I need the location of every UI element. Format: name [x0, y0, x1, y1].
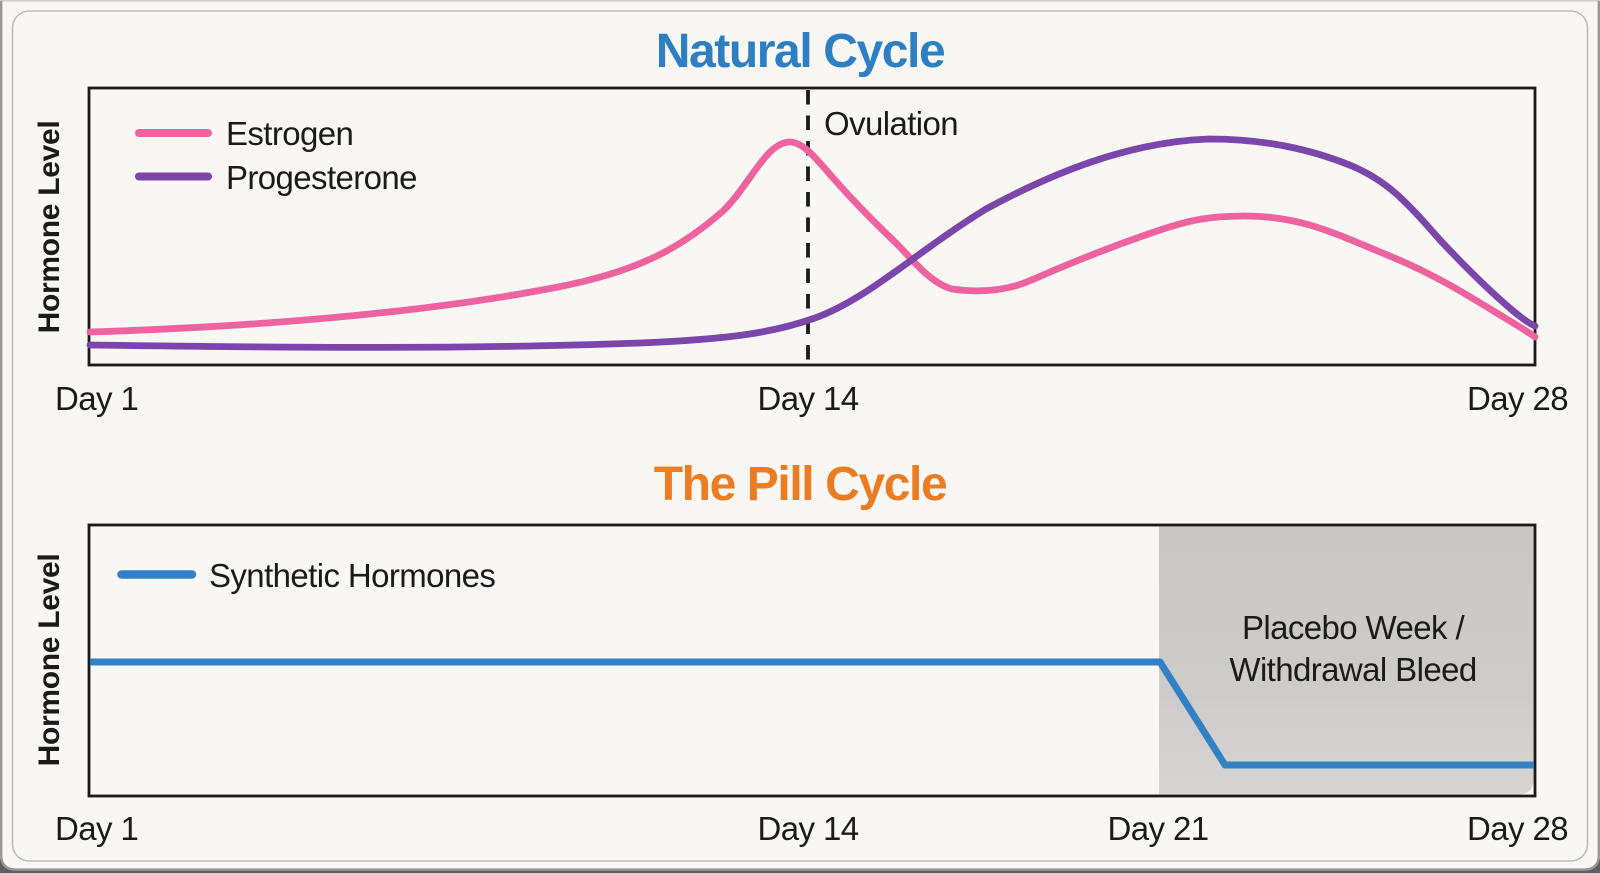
svg-text:Day 14: Day 14 — [758, 810, 859, 847]
svg-text:Hormone Level: Hormone Level — [33, 121, 66, 334]
svg-text:Progesterone: Progesterone — [226, 159, 417, 196]
svg-text:Estrogen: Estrogen — [226, 115, 353, 152]
svg-text:Day 1: Day 1 — [55, 810, 138, 847]
svg-text:Ovulation: Ovulation — [824, 105, 958, 142]
svg-text:Day 21: Day 21 — [1108, 810, 1209, 847]
svg-text:Day 28: Day 28 — [1467, 810, 1568, 847]
svg-text:Synthetic Hormones: Synthetic Hormones — [209, 557, 495, 594]
svg-text:Hormone Level: Hormone Level — [33, 554, 66, 767]
svg-text:Day 1: Day 1 — [55, 380, 138, 417]
svg-text:Withdrawal Bleed: Withdrawal Bleed — [1229, 651, 1476, 688]
svg-text:Placebo Week /: Placebo Week / — [1242, 609, 1466, 646]
svg-text:Day 28: Day 28 — [1467, 380, 1568, 417]
svg-text:The Pill Cycle: The Pill Cycle — [654, 458, 947, 511]
svg-text:Day 14: Day 14 — [758, 380, 859, 417]
svg-text:Natural Cycle: Natural Cycle — [656, 25, 945, 78]
